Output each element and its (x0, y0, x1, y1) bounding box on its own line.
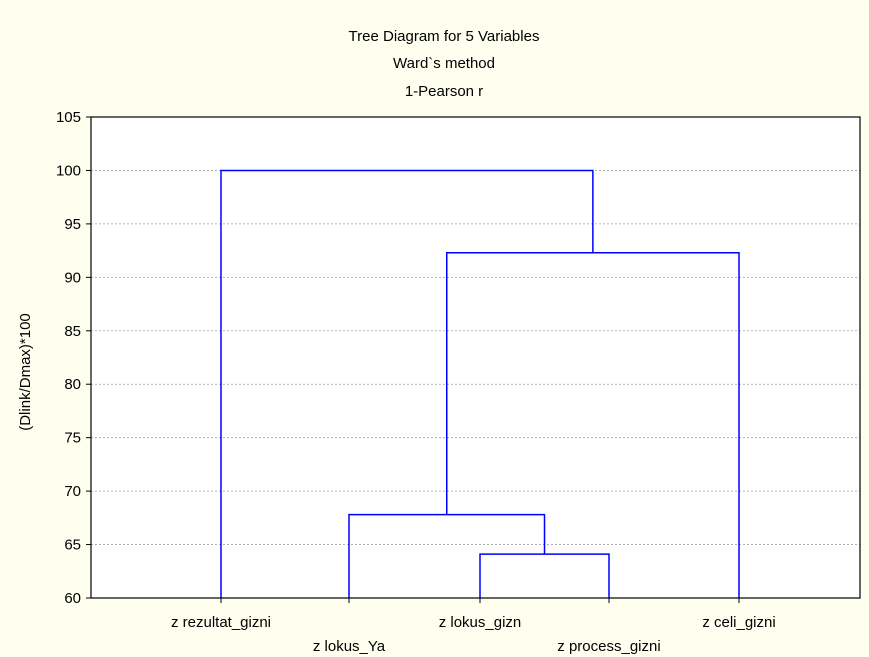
leaf-label: z lokus_Ya (313, 638, 386, 655)
dendrogram-branches (220, 169, 740, 598)
y-tick-label: 105 (56, 109, 81, 126)
dendrogram-link (220, 169, 594, 598)
y-tick-label: 95 (64, 216, 81, 233)
y-tick-label: 80 (64, 376, 81, 393)
grid-lines (91, 170, 860, 545)
title-line-2: Ward`s method (393, 55, 495, 72)
leaf-label: z process_gizni (557, 638, 660, 655)
leaf-label: z celi_gizni (702, 614, 775, 631)
plot-frame (90, 116, 861, 599)
y-tick-label: 90 (64, 269, 81, 286)
y-tick-label: 75 (64, 430, 81, 447)
y-axis-label: (Dlink/Dmax)*100 (17, 313, 34, 431)
y-tick-label: 60 (64, 590, 81, 607)
title-line-3: 1-Pearson r (405, 83, 483, 100)
leaf-label: z lokus_gizn (439, 614, 522, 631)
leaf-label: z rezultat_gizni (171, 614, 271, 631)
y-tick-label: 70 (64, 483, 81, 500)
y-tick-label: 65 (64, 537, 81, 554)
plot-area (91, 117, 860, 598)
y-tick-label: 85 (64, 323, 81, 340)
title-line-1: Tree Diagram for 5 Variables (349, 28, 540, 45)
chart-title: Tree Diagram for 5 Variables Ward`s metho… (349, 28, 540, 100)
y-tick-label: 100 (56, 162, 81, 179)
y-axis-ticks: 60 65 70 75 80 85 90 95 100 105 (56, 109, 91, 607)
